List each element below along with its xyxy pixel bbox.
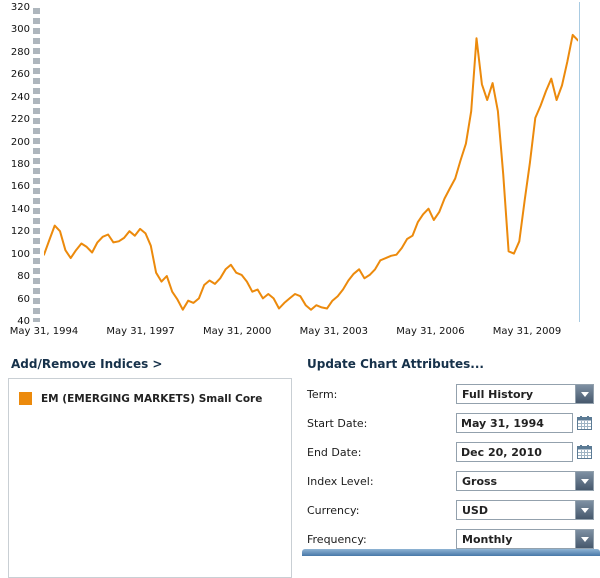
- chart-attributes-form: Term: Full History Start Date:: [307, 384, 594, 549]
- index-level-row: Index Level: Gross: [307, 471, 594, 491]
- term-label: Term:: [307, 387, 338, 401]
- currency-select[interactable]: USD: [456, 500, 594, 520]
- legend-item: EM (EMERGING MARKETS) Small Core: [9, 379, 291, 405]
- plot-right-border: [579, 2, 580, 322]
- index-performance-chart: 320 300 280 260 240 220 200 180 160 140 120 100 80 60…: [9, 2, 580, 337]
- y-axis-label: 200: [10, 136, 30, 148]
- end-date-label: End Date:: [307, 445, 362, 459]
- y-axis-label: 260: [10, 69, 30, 81]
- y-axis-label: 280: [10, 46, 30, 58]
- y-axis-label: 40: [17, 316, 30, 327]
- legend-label: EM (EMERGING MARKETS) Small Core: [41, 392, 263, 405]
- frequency-select[interactable]: Monthly: [456, 529, 594, 549]
- chevron-down-icon[interactable]: [575, 501, 593, 519]
- y-axis-label: 160: [10, 181, 30, 193]
- x-axis-label: May 31, 2000: [203, 326, 272, 337]
- y-axis-label: 80: [17, 271, 30, 283]
- x-axis-label: May 31, 1997: [106, 326, 175, 337]
- start-date-row: Start Date:: [307, 413, 594, 433]
- y-axis-label: 180: [10, 159, 30, 170]
- bottom-panel-edge: [302, 549, 600, 556]
- x-axis-label: May 31, 2006: [396, 326, 465, 337]
- chart-plot: [43, 8, 579, 322]
- y-axis-label: 220: [10, 114, 30, 126]
- term-select[interactable]: Full History: [456, 384, 594, 404]
- y-axis-label: 240: [10, 91, 30, 103]
- price-line: [43, 33, 579, 311]
- currency-value: USD: [462, 504, 488, 517]
- x-axis-label: May 31, 1994: [9, 326, 79, 337]
- index-level-select[interactable]: Gross: [456, 471, 594, 491]
- end-date-input[interactable]: [456, 442, 573, 462]
- x-axis-label: May 31, 2003: [299, 326, 368, 337]
- end-date-row: End Date:: [307, 442, 594, 462]
- x-axis-label: May 31, 2009: [492, 326, 562, 337]
- frequency-value: Monthly: [462, 533, 513, 546]
- term-value: Full History: [462, 388, 534, 401]
- start-date-label: Start Date:: [307, 416, 368, 430]
- index-level-label: Index Level:: [307, 474, 374, 488]
- currency-row: Currency: USD: [307, 500, 594, 520]
- currency-label: Currency:: [307, 503, 360, 517]
- chevron-down-icon[interactable]: [575, 472, 593, 490]
- frequency-label: Frequency:: [307, 532, 367, 546]
- chevron-down-icon[interactable]: [575, 530, 593, 548]
- y-axis-label: 320: [10, 2, 30, 13]
- add-remove-indices-link[interactable]: Add/Remove Indices >: [11, 357, 163, 371]
- y-axis-label: 300: [10, 24, 30, 36]
- y-axis-label: 100: [10, 248, 30, 260]
- y-axis-label: 60: [17, 293, 30, 305]
- calendar-icon[interactable]: [577, 445, 592, 459]
- chevron-down-icon[interactable]: [575, 385, 593, 403]
- term-row: Term: Full History: [307, 384, 594, 404]
- calendar-icon[interactable]: [577, 416, 592, 430]
- y-axis-label: 140: [10, 203, 30, 215]
- legend-swatch: [19, 392, 32, 405]
- start-date-input[interactable]: [456, 413, 573, 433]
- update-chart-attributes-heading: Update Chart Attributes...: [307, 357, 484, 371]
- frequency-row: Frequency: Monthly: [307, 529, 594, 549]
- y-axis-slider[interactable]: [33, 8, 40, 322]
- index-level-value: Gross: [462, 475, 498, 488]
- y-axis-label: 120: [10, 226, 30, 238]
- legend-box: EM (EMERGING MARKETS) Small Core: [8, 378, 292, 578]
